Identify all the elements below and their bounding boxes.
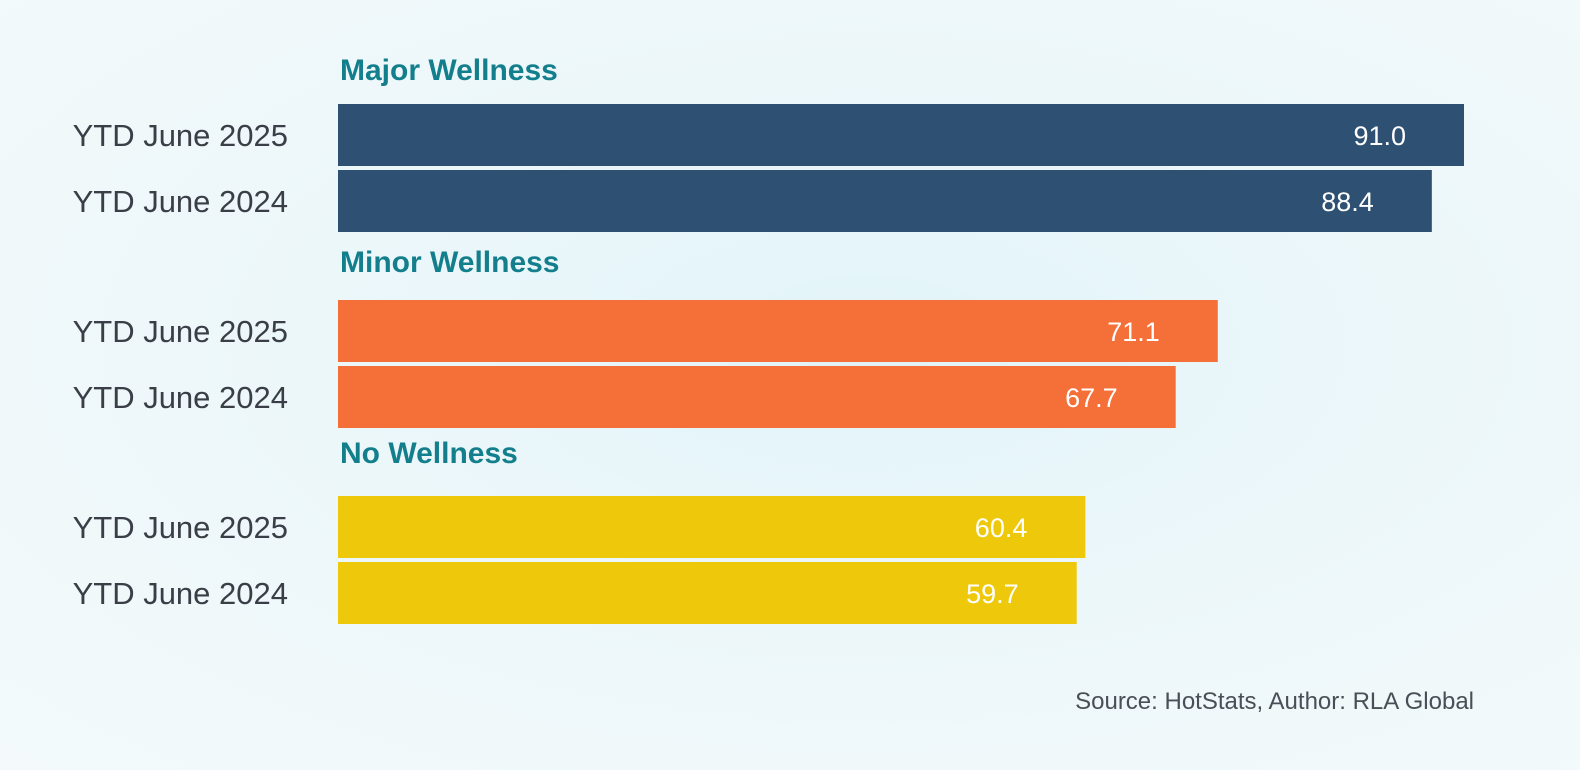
source-note: Source: HotStats, Author: RLA Global [1075, 688, 1474, 715]
bar-major-wellness-ytd-june-2024 [338, 170, 1432, 232]
row-label-major-wellness-ytd-june-2024: YTD June 2024 [73, 184, 288, 219]
value-label-major-wellness-ytd-june-2025: 91.0 [1353, 121, 1406, 151]
row-label-major-wellness-ytd-june-2025: YTD June 2025 [73, 118, 288, 153]
row-label-no-wellness-ytd-june-2025: YTD June 2025 [73, 510, 288, 545]
group-title-minor-wellness: Minor Wellness [340, 246, 560, 279]
row-label-minor-wellness-ytd-june-2024: YTD June 2024 [73, 380, 288, 415]
bar-no-wellness-ytd-june-2025 [338, 496, 1086, 558]
value-label-major-wellness-ytd-june-2024: 88.4 [1321, 187, 1374, 217]
bar-minor-wellness-ytd-june-2024 [338, 366, 1176, 428]
group-title-major-wellness: Major Wellness [340, 54, 558, 87]
value-label-no-wellness-ytd-june-2024: 59.7 [966, 579, 1019, 609]
bar-no-wellness-ytd-june-2024 [338, 562, 1077, 624]
row-label-minor-wellness-ytd-june-2025: YTD June 2025 [73, 314, 288, 349]
bar-minor-wellness-ytd-june-2025 [338, 300, 1218, 362]
value-label-no-wellness-ytd-june-2025: 60.4 [975, 513, 1028, 543]
row-label-no-wellness-ytd-june-2024: YTD June 2024 [73, 576, 288, 611]
value-label-minor-wellness-ytd-june-2025: 71.1 [1107, 317, 1160, 347]
bar-major-wellness-ytd-june-2025 [338, 104, 1464, 166]
value-label-minor-wellness-ytd-june-2024: 67.7 [1065, 383, 1118, 413]
group-title-no-wellness: No Wellness [340, 437, 518, 470]
